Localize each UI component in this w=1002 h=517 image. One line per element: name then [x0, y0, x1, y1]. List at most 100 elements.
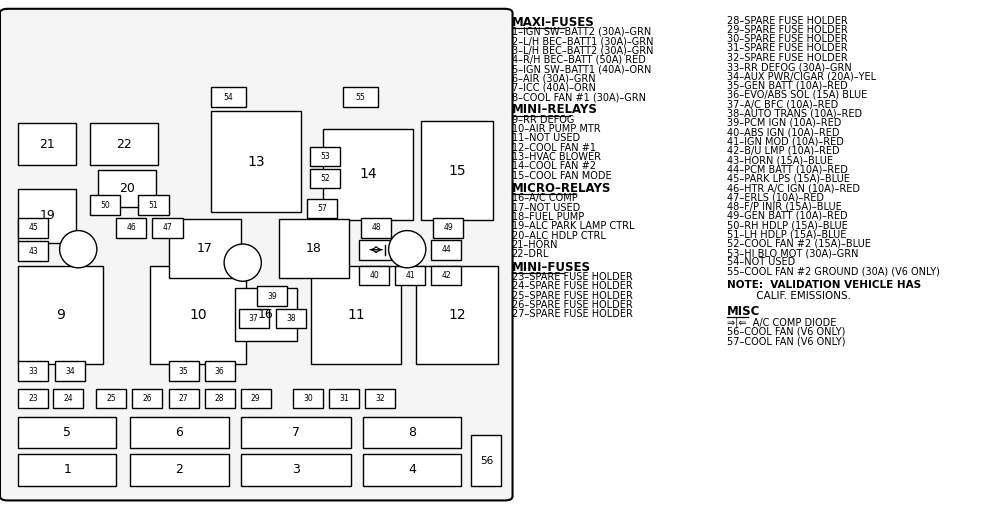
Ellipse shape — [223, 244, 262, 281]
Text: 8: 8 — [408, 426, 416, 439]
Bar — [204, 361, 234, 381]
Text: 25–SPARE FUSE HOLDER: 25–SPARE FUSE HOLDER — [511, 291, 632, 300]
Text: MICRO–RELAYS: MICRO–RELAYS — [511, 182, 610, 195]
Bar — [18, 218, 48, 238]
Bar — [130, 454, 228, 486]
Text: 5–IGN SW–BATT1 (40A)–ORN: 5–IGN SW–BATT1 (40A)–ORN — [511, 64, 650, 74]
Text: 48–F/P INJR (15A)–BLUE: 48–F/P INJR (15A)–BLUE — [726, 202, 841, 211]
Bar — [329, 389, 359, 408]
Bar — [307, 199, 337, 218]
Text: 15: 15 — [448, 163, 466, 178]
Bar — [433, 218, 463, 238]
Text: 22–DRL: 22–DRL — [511, 249, 548, 259]
Text: 12: 12 — [448, 308, 466, 323]
Bar — [150, 266, 245, 364]
Text: 16: 16 — [258, 308, 274, 321]
Text: 49: 49 — [443, 223, 453, 233]
Bar — [279, 219, 349, 278]
Text: 4: 4 — [408, 463, 416, 477]
Text: 3–L/H BEC–BATT2 (30A)–GRN: 3–L/H BEC–BATT2 (30A)–GRN — [511, 45, 652, 55]
Text: 37: 37 — [248, 314, 259, 323]
Bar — [365, 389, 395, 408]
Bar — [257, 286, 287, 306]
Bar — [238, 309, 269, 328]
Text: 57–COOL FAN (V6 ONLY): 57–COOL FAN (V6 ONLY) — [726, 336, 845, 346]
Text: 40–ABS IGN (10A)–RED: 40–ABS IGN (10A)–RED — [726, 127, 839, 137]
Text: 17–NOT USED: 17–NOT USED — [511, 203, 579, 212]
Bar — [431, 240, 461, 260]
Bar — [431, 266, 461, 285]
Bar — [421, 121, 493, 220]
Text: 11: 11 — [347, 308, 365, 323]
Text: 57: 57 — [317, 204, 327, 213]
Text: 28–SPARE FUSE HOLDER: 28–SPARE FUSE HOLDER — [726, 16, 847, 25]
Text: 43: 43 — [28, 247, 38, 256]
Text: MINI–FUSES: MINI–FUSES — [511, 261, 590, 273]
Bar — [363, 454, 461, 486]
Bar — [363, 417, 461, 448]
Text: 1–IGN SW–BATT2 (30A)–GRN: 1–IGN SW–BATT2 (30A)–GRN — [511, 27, 650, 37]
Bar — [359, 266, 389, 285]
Bar — [18, 454, 116, 486]
Text: 9: 9 — [56, 308, 65, 323]
Text: 38–AUTO TRANS (10A)–RED: 38–AUTO TRANS (10A)–RED — [726, 109, 862, 118]
Bar — [359, 240, 391, 260]
Bar — [240, 389, 271, 408]
Text: 56: 56 — [479, 455, 493, 466]
Text: 1: 1 — [63, 463, 71, 477]
Text: 2–L/H BEC–BATT1 (30A)–GRN: 2–L/H BEC–BATT1 (30A)–GRN — [511, 36, 652, 46]
Bar — [18, 417, 116, 448]
Text: 26: 26 — [142, 394, 152, 403]
Text: 52: 52 — [320, 174, 330, 183]
Text: 24: 24 — [63, 394, 73, 403]
Text: 30: 30 — [303, 394, 313, 403]
Text: 31–SPARE FUSE HOLDER: 31–SPARE FUSE HOLDER — [726, 43, 847, 53]
Text: 11–NOT USED: 11–NOT USED — [511, 133, 579, 143]
Text: 30–SPARE FUSE HOLDER: 30–SPARE FUSE HOLDER — [726, 34, 847, 44]
Bar — [55, 361, 85, 381]
Bar — [18, 241, 48, 261]
Text: 37–A/C BFC (10A)–RED: 37–A/C BFC (10A)–RED — [726, 99, 838, 109]
Bar — [343, 87, 378, 107]
Text: 8–COOL FAN #1 (30A)–GRN: 8–COOL FAN #1 (30A)–GRN — [511, 92, 645, 102]
Bar — [168, 361, 198, 381]
Text: 50–RH HDLP (15A)–BLUE: 50–RH HDLP (15A)–BLUE — [726, 220, 847, 230]
Text: 21–HORN: 21–HORN — [511, 240, 557, 250]
Bar — [276, 309, 306, 328]
Bar — [240, 454, 351, 486]
Text: 35–GEN BATT (10A)–RED: 35–GEN BATT (10A)–RED — [726, 81, 847, 90]
Bar — [311, 266, 401, 364]
Text: 56–COOL FAN (V6 ONLY): 56–COOL FAN (V6 ONLY) — [726, 327, 845, 337]
Bar — [18, 189, 76, 243]
Bar — [116, 218, 146, 238]
Text: 45–PARK LPS (15A)–BLUE: 45–PARK LPS (15A)–BLUE — [726, 174, 850, 184]
Text: 18: 18 — [306, 242, 322, 255]
Bar — [90, 195, 120, 215]
Text: 21: 21 — [39, 138, 55, 151]
Text: 49–GEN BATT (10A)–RED: 49–GEN BATT (10A)–RED — [726, 211, 847, 221]
Text: 36–EVO/ABS SOL (15A) BLUE: 36–EVO/ABS SOL (15A) BLUE — [726, 90, 867, 100]
Text: 10–AIR PUMP MTR: 10–AIR PUMP MTR — [511, 124, 599, 134]
Text: 51: 51 — [148, 201, 158, 210]
Text: 27–SPARE FUSE HOLDER: 27–SPARE FUSE HOLDER — [511, 309, 632, 319]
Ellipse shape — [59, 231, 97, 268]
Bar — [53, 389, 83, 408]
Text: 52–COOL FAN #2 (15A)–BLUE: 52–COOL FAN #2 (15A)–BLUE — [726, 239, 870, 249]
Text: 33–RR DEFOG (30A)–GRN: 33–RR DEFOG (30A)–GRN — [726, 62, 851, 72]
Text: 32: 32 — [375, 394, 385, 403]
Text: 2: 2 — [175, 463, 183, 477]
Text: 35: 35 — [178, 367, 188, 376]
Bar — [18, 266, 103, 364]
Text: 54: 54 — [223, 93, 232, 102]
Bar — [204, 389, 234, 408]
Text: 19–ALC PARK LAMP CTRL: 19–ALC PARK LAMP CTRL — [511, 221, 633, 231]
Bar — [130, 417, 228, 448]
Bar — [132, 389, 162, 408]
Text: 44–PCM BATT (10A)–RED: 44–PCM BATT (10A)–RED — [726, 164, 848, 174]
Text: 53–HI BLO MOT (30A)–GRN: 53–HI BLO MOT (30A)–GRN — [726, 248, 858, 258]
Text: 5: 5 — [63, 426, 71, 439]
Text: 36: 36 — [214, 367, 224, 376]
Text: 51–LH HDLP (15A)–BLUE: 51–LH HDLP (15A)–BLUE — [726, 230, 846, 239]
Text: MAXI–FUSES: MAXI–FUSES — [511, 16, 594, 28]
Ellipse shape — [388, 231, 426, 268]
